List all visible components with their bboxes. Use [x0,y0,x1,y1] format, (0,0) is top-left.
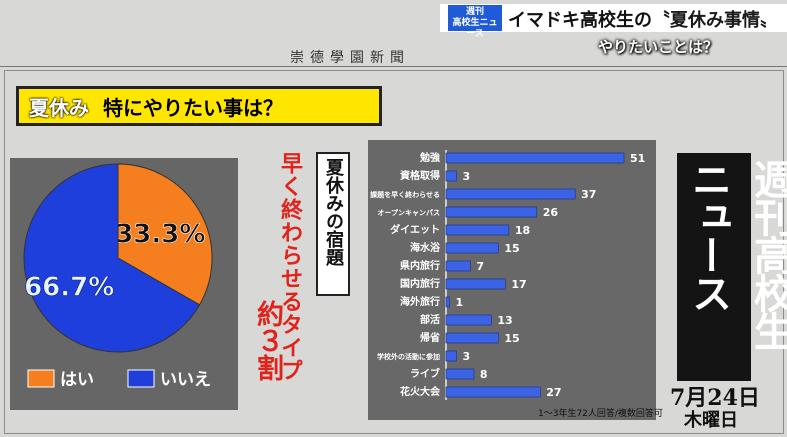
bar-1 [445,170,457,182]
bar-11 [445,350,457,362]
bar-category-label-6: 県内旅行 [400,259,440,272]
bar-3 [445,206,538,218]
weekly-news-box: 週刊高校生ニュース [677,153,787,381]
bar-category-label-5: 海水浴 [410,241,441,254]
headline-prefix: イマドキ高校生の [508,10,652,31]
panel-title-part1: 夏休み [29,95,89,120]
bar-category-label-9: 部活 [420,313,440,326]
pie-slice-label-1: 66.7% [24,272,114,302]
pie-slice-label-0: 33.3% [115,220,205,250]
weekly-news-name: 週刊高校生ニュース [685,159,787,349]
program-logo: 週刊 高校生ニュース [448,5,502,39]
bar-6 [445,260,471,272]
bar-10 [445,332,499,344]
bar-value-label-3: 26 [543,206,559,219]
bar-8 [445,296,450,308]
panel-title: 夏休み 特にやりたい事は？ [16,86,382,126]
survey-note: 1～3年生72人回答/複数回答可 [538,409,663,419]
bar-13 [445,386,541,398]
headline: イマドキ高校生の〝夏休み事情〟 [508,6,778,32]
bar-9 [445,314,492,326]
newspaper-masthead: 崇德學園新聞 [290,50,410,66]
headline-highlight: 〝夏休み事情〟 [652,10,778,31]
bar-value-label-12: 8 [480,368,488,381]
pie-slice-1 [23,163,201,353]
bar-category-label-2: 課題を早く終わらせる [370,190,440,199]
pie-slice-0 [117,163,213,306]
pie-chart: 33.3%66.7% はい いいえ [23,163,213,390]
legend-swatch-1 [127,369,155,388]
bar-value-label-6: 7 [476,260,484,273]
legend-label-0: はい [60,370,94,390]
paper-frame [4,70,784,434]
bar-category-label-10: 帰省 [420,331,440,344]
bar-chart-panel: 勉強 51 資格取得 3 課題を早く終わらせる 37 オープンキャンパス 26 ダイエット 18 海… [368,140,656,420]
bar-category-label-8: 海外旅行 [400,295,440,308]
bar-0 [445,152,625,164]
broadcast-weekday: 木曜日 [684,410,738,431]
bar-value-label-10: 15 [504,332,519,345]
bar-value-label-2: 37 [581,188,596,201]
homework-ratio: 約３割 [252,300,283,381]
bar-5 [445,242,499,254]
bar-value-label-8: 1 [455,296,463,309]
bar-category-label-12: ライブ [410,367,440,380]
legend-label-1: いいえ [160,370,211,390]
bar-category-label-4: ダイエット [390,223,440,236]
bar-value-label-11: 3 [462,350,470,363]
bar-category-label-0: 勉強 [419,151,440,164]
bar-value-label-7: 17 [511,278,526,291]
bar-value-label-0: 51 [630,152,645,165]
homework-title-box: 夏休みの宿題 [316,152,350,296]
bar-7 [445,278,506,290]
pie-chart-panel: 33.3% 66.7% はい いいえ [10,158,238,410]
headline-subtitle: やりたいことは？ [598,38,719,56]
bar-12 [445,368,475,380]
panel-title-part2: 特にやりたい事は？ [103,95,283,120]
bar-category-label-1: 資格取得 [400,169,440,182]
bar-value-label-13: 27 [546,386,561,399]
bar-value-label-9: 13 [497,314,512,327]
legend-swatch-0 [27,369,55,388]
bar-value-label-5: 15 [504,242,519,255]
bar-4 [445,224,510,236]
homework-title: 夏休みの宿題 [323,158,344,266]
broadcast-date: 7月24日 [670,385,760,411]
bar-value-label-4: 18 [515,224,530,237]
logo-line-1: 週刊 [465,7,484,17]
bar-category-label-7: 国内旅行 [400,277,440,290]
bar-value-label-1: 3 [462,170,470,183]
bar-category-label-3: オープンキャンパス [377,208,440,217]
bar-2 [445,188,576,200]
homework-type-text: 早く終わらせるタイプ [277,152,303,382]
bar-category-label-13: 花火大会 [400,385,440,398]
logo-line-2: 高校生ニュース [452,18,498,39]
masthead-rule [0,66,787,67]
bar-category-label-11: 学校外の活動に参加 [377,352,440,361]
